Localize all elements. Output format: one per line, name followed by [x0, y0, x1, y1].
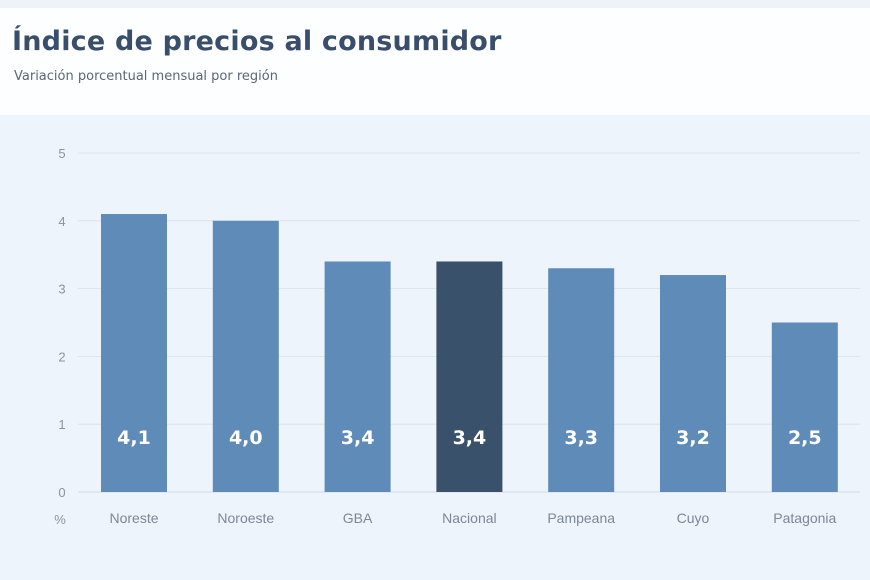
- y-tick-label-5: 5: [58, 146, 65, 161]
- top-strip: [0, 0, 870, 8]
- bar-noreste[interactable]: [101, 214, 167, 492]
- y-tick-label-1: 1: [58, 417, 65, 432]
- chart-subtitle: Variación porcentual mensual por región: [14, 69, 278, 84]
- y-tick-label-3: 3: [58, 282, 65, 297]
- chart-title: Índice de precios al consumidor: [12, 26, 502, 57]
- x-tick-label-nacional: Nacional: [442, 510, 496, 526]
- bar-noroeste[interactable]: [212, 220, 279, 493]
- y-tick-label-0: 0: [58, 485, 65, 500]
- bar-cuyo[interactable]: [660, 275, 726, 492]
- y-tick-label-4: 4: [58, 214, 65, 229]
- data-label-gba: 3,4: [341, 427, 375, 449]
- y-tick-label-2: 2: [58, 349, 65, 364]
- x-tick-label-cuyo: Cuyo: [677, 510, 710, 526]
- data-label-patagonia: 2,5: [788, 427, 822, 449]
- data-label-noroeste: 4,0: [229, 427, 263, 449]
- x-tick-label-pampeana: Pampeana: [547, 510, 615, 526]
- x-tick-label-noroeste: Noroeste: [217, 510, 274, 526]
- bar-pampeana[interactable]: [548, 268, 615, 492]
- chart-header: Índice de precios al consumidor Variació…: [0, 0, 870, 115]
- data-label-cuyo: 3,2: [676, 427, 710, 449]
- data-label-noreste: 4,1: [117, 427, 151, 449]
- x-tick-label-noreste: Noreste: [109, 510, 158, 526]
- bar-gba[interactable]: [324, 261, 391, 492]
- x-tick-label-gba: GBA: [343, 510, 373, 526]
- data-label-pampeana: 3,3: [564, 427, 598, 449]
- x-tick-label-patagonia: Patagonia: [773, 510, 836, 526]
- bar-patagonia[interactable]: [771, 322, 838, 493]
- data-label-nacional: 3,4: [453, 427, 487, 449]
- bar-nacional[interactable]: [436, 261, 503, 492]
- y-axis-unit-label: %: [54, 512, 66, 527]
